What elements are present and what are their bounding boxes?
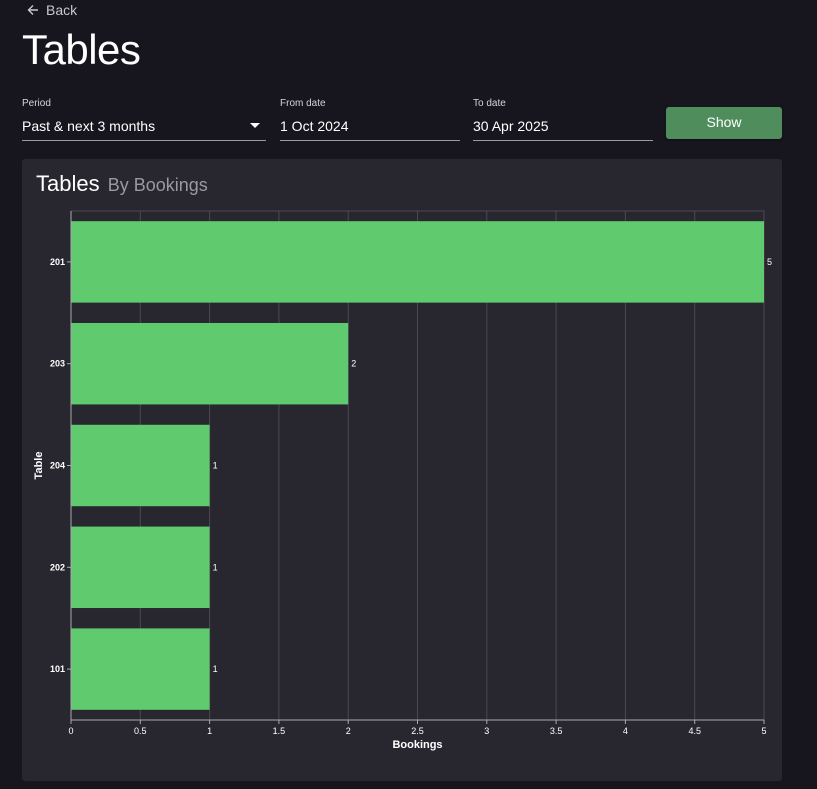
x-tick-label: 4: [623, 726, 628, 736]
y-tick-label: 201: [50, 257, 65, 267]
x-tick-label: 2.5: [411, 726, 424, 736]
x-tick-label: 3.5: [550, 726, 563, 736]
bookings-bar-chart: 5 201 2 203 1 204 1 202 1 101 0 0.5 1 1.5 2 2.5 3 3.5 4 4.5…: [33, 210, 772, 751]
show-button[interactable]: Show: [666, 107, 782, 139]
period-select-group: Period Past & next 3 months: [22, 98, 266, 141]
x-tick-label: 4.5: [688, 726, 701, 736]
period-value: Past & next 3 months: [22, 117, 156, 134]
chart-card: Tables By Bookings 5 201 2 203 1 204 1 202 1 101 0…: [22, 159, 782, 781]
y-tick-label: 202: [50, 562, 65, 572]
x-tick-label: 1.5: [273, 726, 286, 736]
bar-value-label: 5: [767, 257, 772, 267]
to-date-value: 30 Apr 2025: [473, 117, 549, 134]
period-label: Period: [22, 98, 51, 109]
period-select[interactable]: Past & next 3 months: [22, 115, 266, 141]
back-label: Back: [46, 2, 78, 18]
card-title-main: Tables: [36, 171, 100, 196]
from-date-group: From date 1 Oct 2024: [280, 98, 460, 141]
from-date-value: 1 Oct 2024: [280, 117, 349, 134]
bar: [71, 628, 210, 710]
card-subtitle: By Bookings: [107, 175, 208, 195]
back-link[interactable]: Back: [26, 2, 77, 18]
y-tick-label: 101: [50, 664, 65, 674]
caret-down-icon: [250, 123, 260, 128]
bar: [71, 526, 210, 609]
bar: [71, 424, 210, 507]
x-tick-label: 3: [484, 726, 489, 736]
x-tick-label: 5: [761, 726, 766, 736]
y-tick-label: 204: [50, 461, 65, 471]
from-date-label: From date: [280, 98, 326, 109]
bar: [71, 221, 764, 303]
x-tick-label: 1: [207, 726, 212, 736]
arrow-left-icon: [26, 3, 40, 17]
x-tick-label: 0: [68, 726, 73, 736]
bar-value-label: 1: [213, 461, 218, 471]
x-tick-label: 0.5: [134, 726, 147, 736]
x-axis-title: Bookings: [392, 739, 442, 751]
y-tick-label: 203: [50, 359, 65, 369]
card-title: Tables By Bookings: [36, 171, 208, 197]
to-date-label: To date: [473, 98, 506, 109]
bar-value-label: 1: [213, 562, 218, 572]
bar: [71, 322, 349, 405]
to-date-input[interactable]: 30 Apr 2025: [473, 115, 653, 141]
x-tick-label: 2: [346, 726, 351, 736]
from-date-input[interactable]: 1 Oct 2024: [280, 115, 460, 141]
y-axis-title: Table: [33, 452, 45, 480]
bar-value-label: 2: [351, 359, 356, 369]
to-date-group: To date 30 Apr 2025: [473, 98, 653, 141]
bar-value-label: 1: [213, 664, 218, 674]
page-title: Tables: [22, 26, 141, 73]
